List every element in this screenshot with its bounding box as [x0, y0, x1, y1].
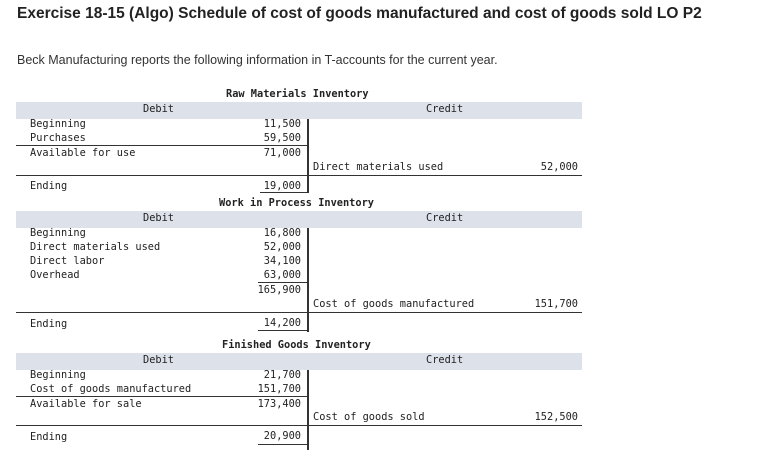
wip-credit-label: Cost of goods manufactured: [313, 298, 475, 310]
rm-subtotal-line: [16, 145, 307, 146]
rm-purchases-label: Purchases: [30, 132, 86, 144]
rm-balance-line: [16, 175, 582, 176]
wip-divider: [307, 228, 309, 332]
wip-oh-value: 63,000: [263, 269, 301, 281]
wip-total-value: 165,900: [257, 284, 301, 296]
rm-ending-underline: [260, 192, 307, 193]
fg-credit-label: Cost of goods sold: [313, 411, 425, 423]
exercise-intro: Beck Manufacturing reports the following…: [17, 53, 498, 67]
wip-dl-value: 34,100: [263, 255, 301, 267]
rm-credit-value: 52,000: [540, 161, 578, 173]
wip-header-band: [16, 211, 582, 228]
wip-dm-value: 52,000: [263, 241, 301, 253]
fg-cogm-label: Cost of goods manufactured: [30, 383, 192, 395]
wip-beginning-label: Beginning: [30, 227, 86, 239]
fg-divider: [307, 370, 309, 450]
raw-materials-divider: [307, 119, 309, 193]
fg-ending-value: 20,900: [263, 430, 301, 442]
rm-available-label: Available for use: [30, 147, 136, 159]
wip-ending-value: 14,200: [263, 317, 301, 329]
wip-title: Work in Process Inventory: [219, 197, 374, 209]
fg-credit-value: 152,500: [534, 411, 578, 423]
wip-credit-header: Credit: [426, 212, 464, 224]
rm-credit-label: Direct materials used: [313, 161, 444, 173]
wip-beginning-value: 16,800: [263, 227, 301, 239]
fg-debit-header: Debit: [143, 354, 174, 366]
fg-balance-line: [16, 425, 582, 426]
fg-credit-header: Credit: [426, 354, 464, 366]
fg-beginning-value: 21,700: [263, 369, 301, 381]
wip-subtotal-line: [258, 282, 307, 283]
fg-ending-underline: [258, 444, 307, 445]
rm-purchases-value: 59,500: [263, 132, 301, 144]
raw-materials-credit-header: Credit: [426, 103, 464, 115]
wip-dl-label: Direct labor: [30, 255, 105, 267]
wip-oh-label: Overhead: [30, 269, 80, 281]
fg-available-value: 173,400: [257, 398, 301, 410]
exercise-title: Exercise 18-15 (Algo) Schedule of cost o…: [17, 5, 702, 22]
fg-available-label: Available for sale: [30, 398, 142, 410]
raw-materials-debit-header: Debit: [143, 103, 174, 115]
rm-beginning-value: 11,500: [263, 118, 301, 130]
fg-beginning-label: Beginning: [30, 369, 86, 381]
rm-ending-label: Ending: [30, 180, 68, 192]
wip-credit-value: 151,700: [534, 298, 578, 310]
wip-ending-label: Ending: [30, 318, 68, 330]
fg-header-band: [16, 353, 582, 370]
wip-dm-label: Direct materials used: [30, 241, 161, 253]
fg-subtotal-line: [16, 396, 307, 397]
rm-ending-value: 19,000: [263, 180, 301, 192]
rm-available-value: 71,000: [263, 147, 301, 159]
fg-ending-label: Ending: [30, 431, 68, 443]
wip-ending-underline: [258, 330, 307, 331]
rm-beginning-label: Beginning: [30, 118, 86, 130]
raw-materials-title: Raw Materials Inventory: [226, 88, 369, 100]
raw-materials-header-band: [16, 102, 582, 119]
wip-balance-line: [16, 312, 582, 313]
wip-debit-header: Debit: [143, 212, 174, 224]
fg-title: Finished Goods Inventory: [222, 339, 371, 351]
fg-cogm-value: 151,700: [257, 383, 301, 395]
